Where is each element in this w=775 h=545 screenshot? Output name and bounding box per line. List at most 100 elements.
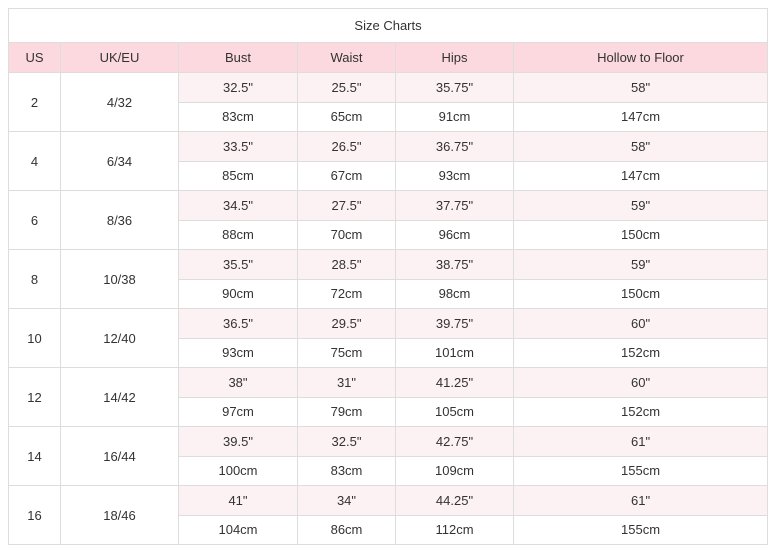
cell-hips-cm: 112cm (395, 514, 514, 545)
table-row: 97cm 79cm 105cm 152cm (9, 396, 769, 427)
cell-bust-cm: 104cm (178, 514, 298, 545)
column-header-waist: Waist (297, 42, 396, 73)
cell-waist-cm: 67cm (297, 160, 396, 191)
cell-bust-inches: 41" (178, 485, 298, 516)
cell-bust-cm: 100cm (178, 455, 298, 486)
table-row: 88cm 70cm 96cm 150cm (9, 219, 769, 250)
cell-hollow-inches: 61" (512, 426, 769, 457)
cell-ukeu: 6/34 (60, 131, 179, 191)
cell-hips-cm: 109cm (395, 455, 514, 486)
cell-ukeu: 18/46 (60, 485, 179, 545)
table-row: 85cm 67cm 93cm 147cm (9, 160, 769, 191)
cell-hollow-inches: 58" (512, 131, 769, 162)
cell-hollow-cm: 152cm (512, 396, 769, 427)
cell-bust-cm: 88cm (178, 219, 298, 250)
cell-hollow-inches: 59" (512, 190, 769, 221)
cell-hollow-cm: 147cm (512, 101, 769, 132)
cell-waist-cm: 70cm (297, 219, 396, 250)
cell-waist-inches: 29.5" (297, 308, 396, 339)
size-chart-body: Size Charts US UK/EU Bust Waist Hips Hol… (7, 8, 769, 545)
cell-bust-inches: 39.5" (178, 426, 298, 457)
table-row: 16 18/46 41" 34" 44.25" 61" (8, 485, 769, 545)
cell-hollow-inches: 61" (512, 485, 769, 516)
cell-hips-inches: 36.75" (395, 131, 514, 162)
cell-waist-cm: 83cm (297, 455, 396, 486)
cell-ukeu: 8/36 (60, 190, 179, 250)
cell-hips-inches: 37.75" (395, 190, 514, 221)
cell-us: 16 (8, 485, 61, 545)
cell-us: 12 (8, 367, 61, 427)
cell-hollow-cm: 155cm (512, 514, 769, 545)
cell-us: 2 (8, 72, 61, 132)
cell-hollow-cm: 150cm (512, 278, 769, 309)
table-row: 4 6/34 33.5" 26.5" 36.75" 58" (8, 131, 769, 191)
cell-bust-cm: 93cm (178, 337, 298, 368)
header-row: US UK/EU Bust Waist Hips Hollow to Floor (8, 42, 769, 73)
cell-ukeu: 10/38 (60, 249, 179, 309)
cell-hips-cm: 101cm (395, 337, 514, 368)
cell-waist-cm: 72cm (297, 278, 396, 309)
table-row: 6 8/36 34.5" 27.5" 37.75" 59" (8, 190, 769, 250)
cell-ukeu: 16/44 (60, 426, 179, 486)
column-header-us: US (8, 42, 61, 73)
cell-bust-inches: 32.5" (178, 72, 298, 103)
cell-waist-inches: 25.5" (297, 72, 396, 103)
cell-waist-inches: 28.5" (297, 249, 396, 280)
column-header-hips: Hips (395, 42, 514, 73)
page-title: Size Charts (7, 8, 769, 43)
cell-bust-inches: 36.5" (178, 308, 298, 339)
cell-us: 4 (8, 131, 61, 191)
cell-hips-cm: 105cm (395, 396, 514, 427)
cell-waist-cm: 75cm (297, 337, 396, 368)
cell-hips-cm: 96cm (395, 219, 514, 250)
cell-us: 6 (8, 190, 61, 250)
cell-hollow-cm: 150cm (512, 219, 769, 250)
cell-waist-inches: 31" (297, 367, 396, 398)
cell-ukeu: 14/42 (60, 367, 179, 427)
cell-hollow-cm: 147cm (512, 160, 769, 191)
cell-hips-inches: 41.25" (395, 367, 514, 398)
title-row: Size Charts (7, 8, 769, 43)
cell-waist-cm: 86cm (297, 514, 396, 545)
table-row: 10 12/40 36.5" 29.5" 39.75" 60" (8, 308, 769, 368)
cell-bust-cm: 83cm (178, 101, 298, 132)
cell-hollow-cm: 152cm (512, 337, 769, 368)
table-row: 8 10/38 35.5" 28.5" 38.75" 59" (8, 249, 769, 309)
cell-hips-inches: 35.75" (395, 72, 514, 103)
cell-hips-inches: 42.75" (395, 426, 514, 457)
cell-hollow-inches: 60" (512, 308, 769, 339)
cell-hollow-inches: 58" (512, 72, 769, 103)
size-chart-table: Size Charts US UK/EU Bust Waist Hips Hol… (7, 8, 769, 545)
cell-ukeu: 4/32 (60, 72, 179, 132)
table-row: 2 4/32 32.5" 25.5" 35.75" 58" (8, 72, 769, 132)
cell-bust-cm: 85cm (178, 160, 298, 191)
table-row: 14 16/44 39.5" 32.5" 42.75" 61" (8, 426, 769, 486)
cell-hollow-inches: 60" (512, 367, 769, 398)
cell-us: 8 (8, 249, 61, 309)
column-header-ukeu: UK/EU (60, 42, 179, 73)
column-header-bust: Bust (178, 42, 298, 73)
table-row: 104cm 86cm 112cm 155cm (9, 514, 769, 545)
table-row: 90cm 72cm 98cm 150cm (9, 278, 769, 309)
table-row: 12 14/42 38" 31" 41.25" 60" (8, 367, 769, 427)
cell-hips-inches: 44.25" (395, 485, 514, 516)
column-header-hollow-to-floor: Hollow to Floor (512, 42, 769, 73)
cell-bust-cm: 90cm (178, 278, 298, 309)
cell-bust-cm: 97cm (178, 396, 298, 427)
cell-waist-inches: 32.5" (297, 426, 396, 457)
cell-bust-inches: 35.5" (178, 249, 298, 280)
cell-us: 10 (8, 308, 61, 368)
cell-bust-inches: 33.5" (178, 131, 298, 162)
cell-hips-inches: 38.75" (395, 249, 514, 280)
cell-waist-cm: 65cm (297, 101, 396, 132)
cell-us: 14 (8, 426, 61, 486)
cell-waist-cm: 79cm (297, 396, 396, 427)
cell-hips-cm: 93cm (395, 160, 514, 191)
cell-waist-inches: 27.5" (297, 190, 396, 221)
cell-ukeu: 12/40 (60, 308, 179, 368)
cell-waist-inches: 34" (297, 485, 396, 516)
cell-hollow-inches: 59" (512, 249, 769, 280)
cell-hips-cm: 91cm (395, 101, 514, 132)
cell-waist-inches: 26.5" (297, 131, 396, 162)
